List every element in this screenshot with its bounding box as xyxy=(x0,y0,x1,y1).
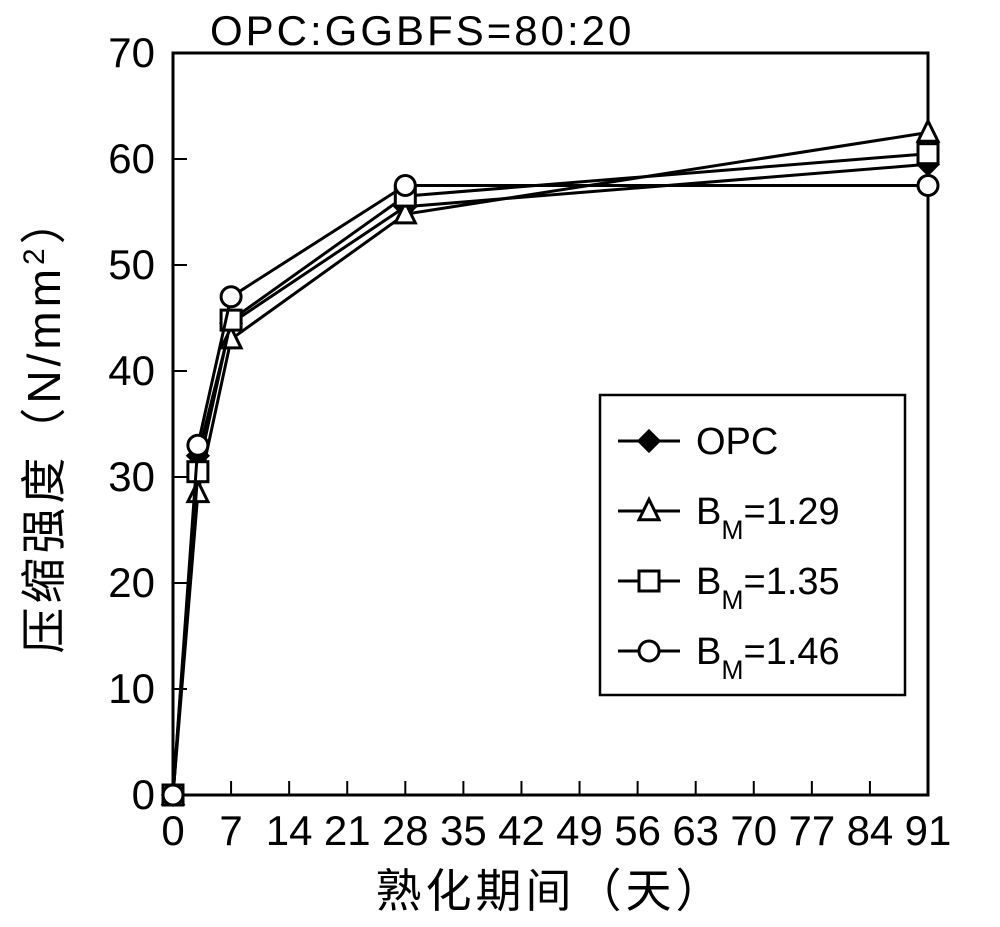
y-tick-label: 20 xyxy=(108,559,155,606)
x-tick-label: 63 xyxy=(672,807,719,854)
line-chart: 0714212835424956637077849101020304050607… xyxy=(0,0,1000,927)
x-tick-label: 35 xyxy=(440,807,487,854)
y-tick-label: 30 xyxy=(108,453,155,500)
x-tick-label: 21 xyxy=(324,807,371,854)
chart-title: OPC:GGBFS=80:20 xyxy=(210,7,634,54)
x-tick-label: 56 xyxy=(614,807,661,854)
x-tick-label: 14 xyxy=(266,807,313,854)
y-tick-label: 60 xyxy=(108,135,155,182)
y-tick-label: 10 xyxy=(108,665,155,712)
x-tick-label: 28 xyxy=(382,807,429,854)
y-tick-label: 70 xyxy=(108,29,155,76)
legend-label: OPC xyxy=(696,421,778,463)
y-tick-label: 0 xyxy=(132,771,155,818)
x-tick-label: 42 xyxy=(498,807,545,854)
x-tick-label: 49 xyxy=(556,807,603,854)
x-tick-label: 77 xyxy=(788,807,835,854)
x-axis-label: 熟化期间（天） xyxy=(376,865,726,917)
x-tick-label: 0 xyxy=(161,807,184,854)
x-tick-label: 91 xyxy=(905,807,952,854)
legend: OPCBM=1.29BM=1.35BM=1.46 xyxy=(600,395,905,695)
x-tick-label: 84 xyxy=(847,807,894,854)
chart-container: 0714212835424956637077849101020304050607… xyxy=(0,0,1000,927)
y-tick-label: 50 xyxy=(108,241,155,288)
x-tick-label: 7 xyxy=(219,807,242,854)
y-tick-label: 40 xyxy=(108,347,155,394)
x-tick-label: 70 xyxy=(730,807,777,854)
